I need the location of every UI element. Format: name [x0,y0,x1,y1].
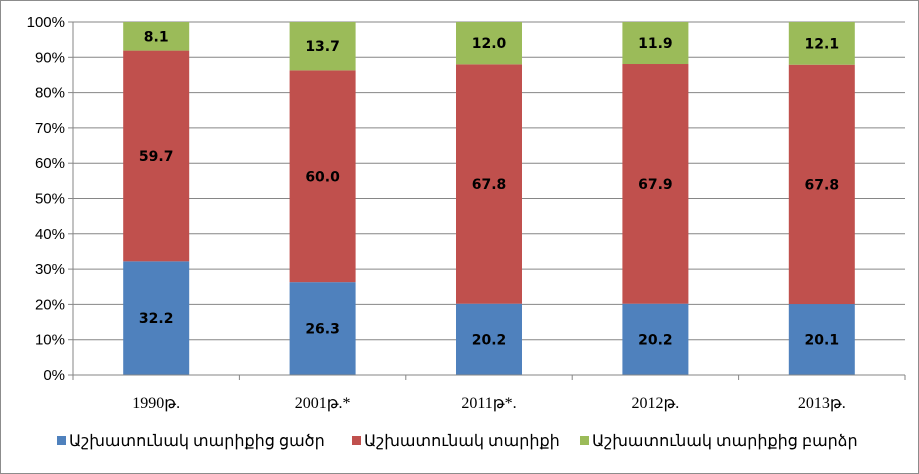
legend-swatch [580,436,589,445]
y-tick-label: 100% [27,14,65,31]
bar-segment [788,304,855,375]
data-label: 67.9 [638,177,673,193]
y-tick-label: 80% [35,85,65,102]
data-label: 60.0 [305,169,340,185]
bar-segment [622,64,689,304]
data-label: 26.3 [305,322,340,338]
legend-swatch [57,436,66,445]
bar-segment [788,64,855,305]
legend: Աշխատունակ տարիքից ցածր Աշխատունակ տարիքի… [57,433,858,450]
y-tick-label: 90% [35,49,65,66]
y-axis-ticks: 0% 10% 20% 30% 40% 50% 60% 70% 80% 90% 100% [27,14,65,384]
data-label: 67.8 [472,177,507,193]
bar-segment [788,22,855,65]
bar-segment [622,303,689,375]
legend-swatch [352,436,361,445]
bar-segment [456,64,522,304]
legend-label: Աշխատունակ տարիքի [364,433,560,450]
bar-segment [123,22,190,51]
y-tick-label: 50% [35,191,65,208]
bars: 32.2 59.7 8.1 26.3 60.0 13.7 20.2 67.8 12.0 20.2 6… [123,22,855,375]
y-tick-label: 40% [35,226,65,243]
y-tick-label: 30% [35,261,65,278]
x-tick-label: 2011թ*. [461,395,516,412]
bar-segment [289,282,356,375]
data-label: 20.2 [472,332,507,348]
x-tick-label: 1990թ. [132,395,180,412]
axes [68,21,906,380]
data-label: 11.9 [638,36,673,52]
data-label: 32.2 [139,311,174,327]
y-tick-label: 60% [35,155,65,172]
data-label: 13.7 [305,39,340,55]
bar-segment [123,50,190,262]
y-tick-label: 20% [35,296,65,313]
y-tick-label: 70% [35,120,65,137]
legend-label: Աշխատունակ տարիքից բարձր [592,433,858,450]
data-label: 8.1 [144,29,169,45]
x-tick-label: 2013թ. [798,395,846,412]
bar-segment [456,22,522,65]
bar-segment [289,22,356,71]
legend-label: Աշխատունակ տարիքից ցածր [69,433,325,450]
x-axis-ticks: 1990թ. 2001թ.* 2011թ*. 2012թ. 2013թ. [132,395,845,412]
data-label: 59.7 [139,149,174,165]
y-tick-label: 0% [43,367,65,384]
x-tick-label: 2012թ. [631,395,679,412]
data-label: 20.2 [638,332,673,348]
bar-segment [456,303,522,375]
data-label: 67.8 [805,177,840,193]
data-label: 12.0 [472,36,507,52]
data-label: 20.1 [805,333,840,349]
bar-segment [123,261,190,375]
y-tick-label: 10% [35,332,65,349]
x-tick-label: 2001թ.* [295,395,351,412]
data-label: 12.1 [805,36,840,52]
bar-segment [622,22,689,65]
bar-segment [289,70,356,283]
